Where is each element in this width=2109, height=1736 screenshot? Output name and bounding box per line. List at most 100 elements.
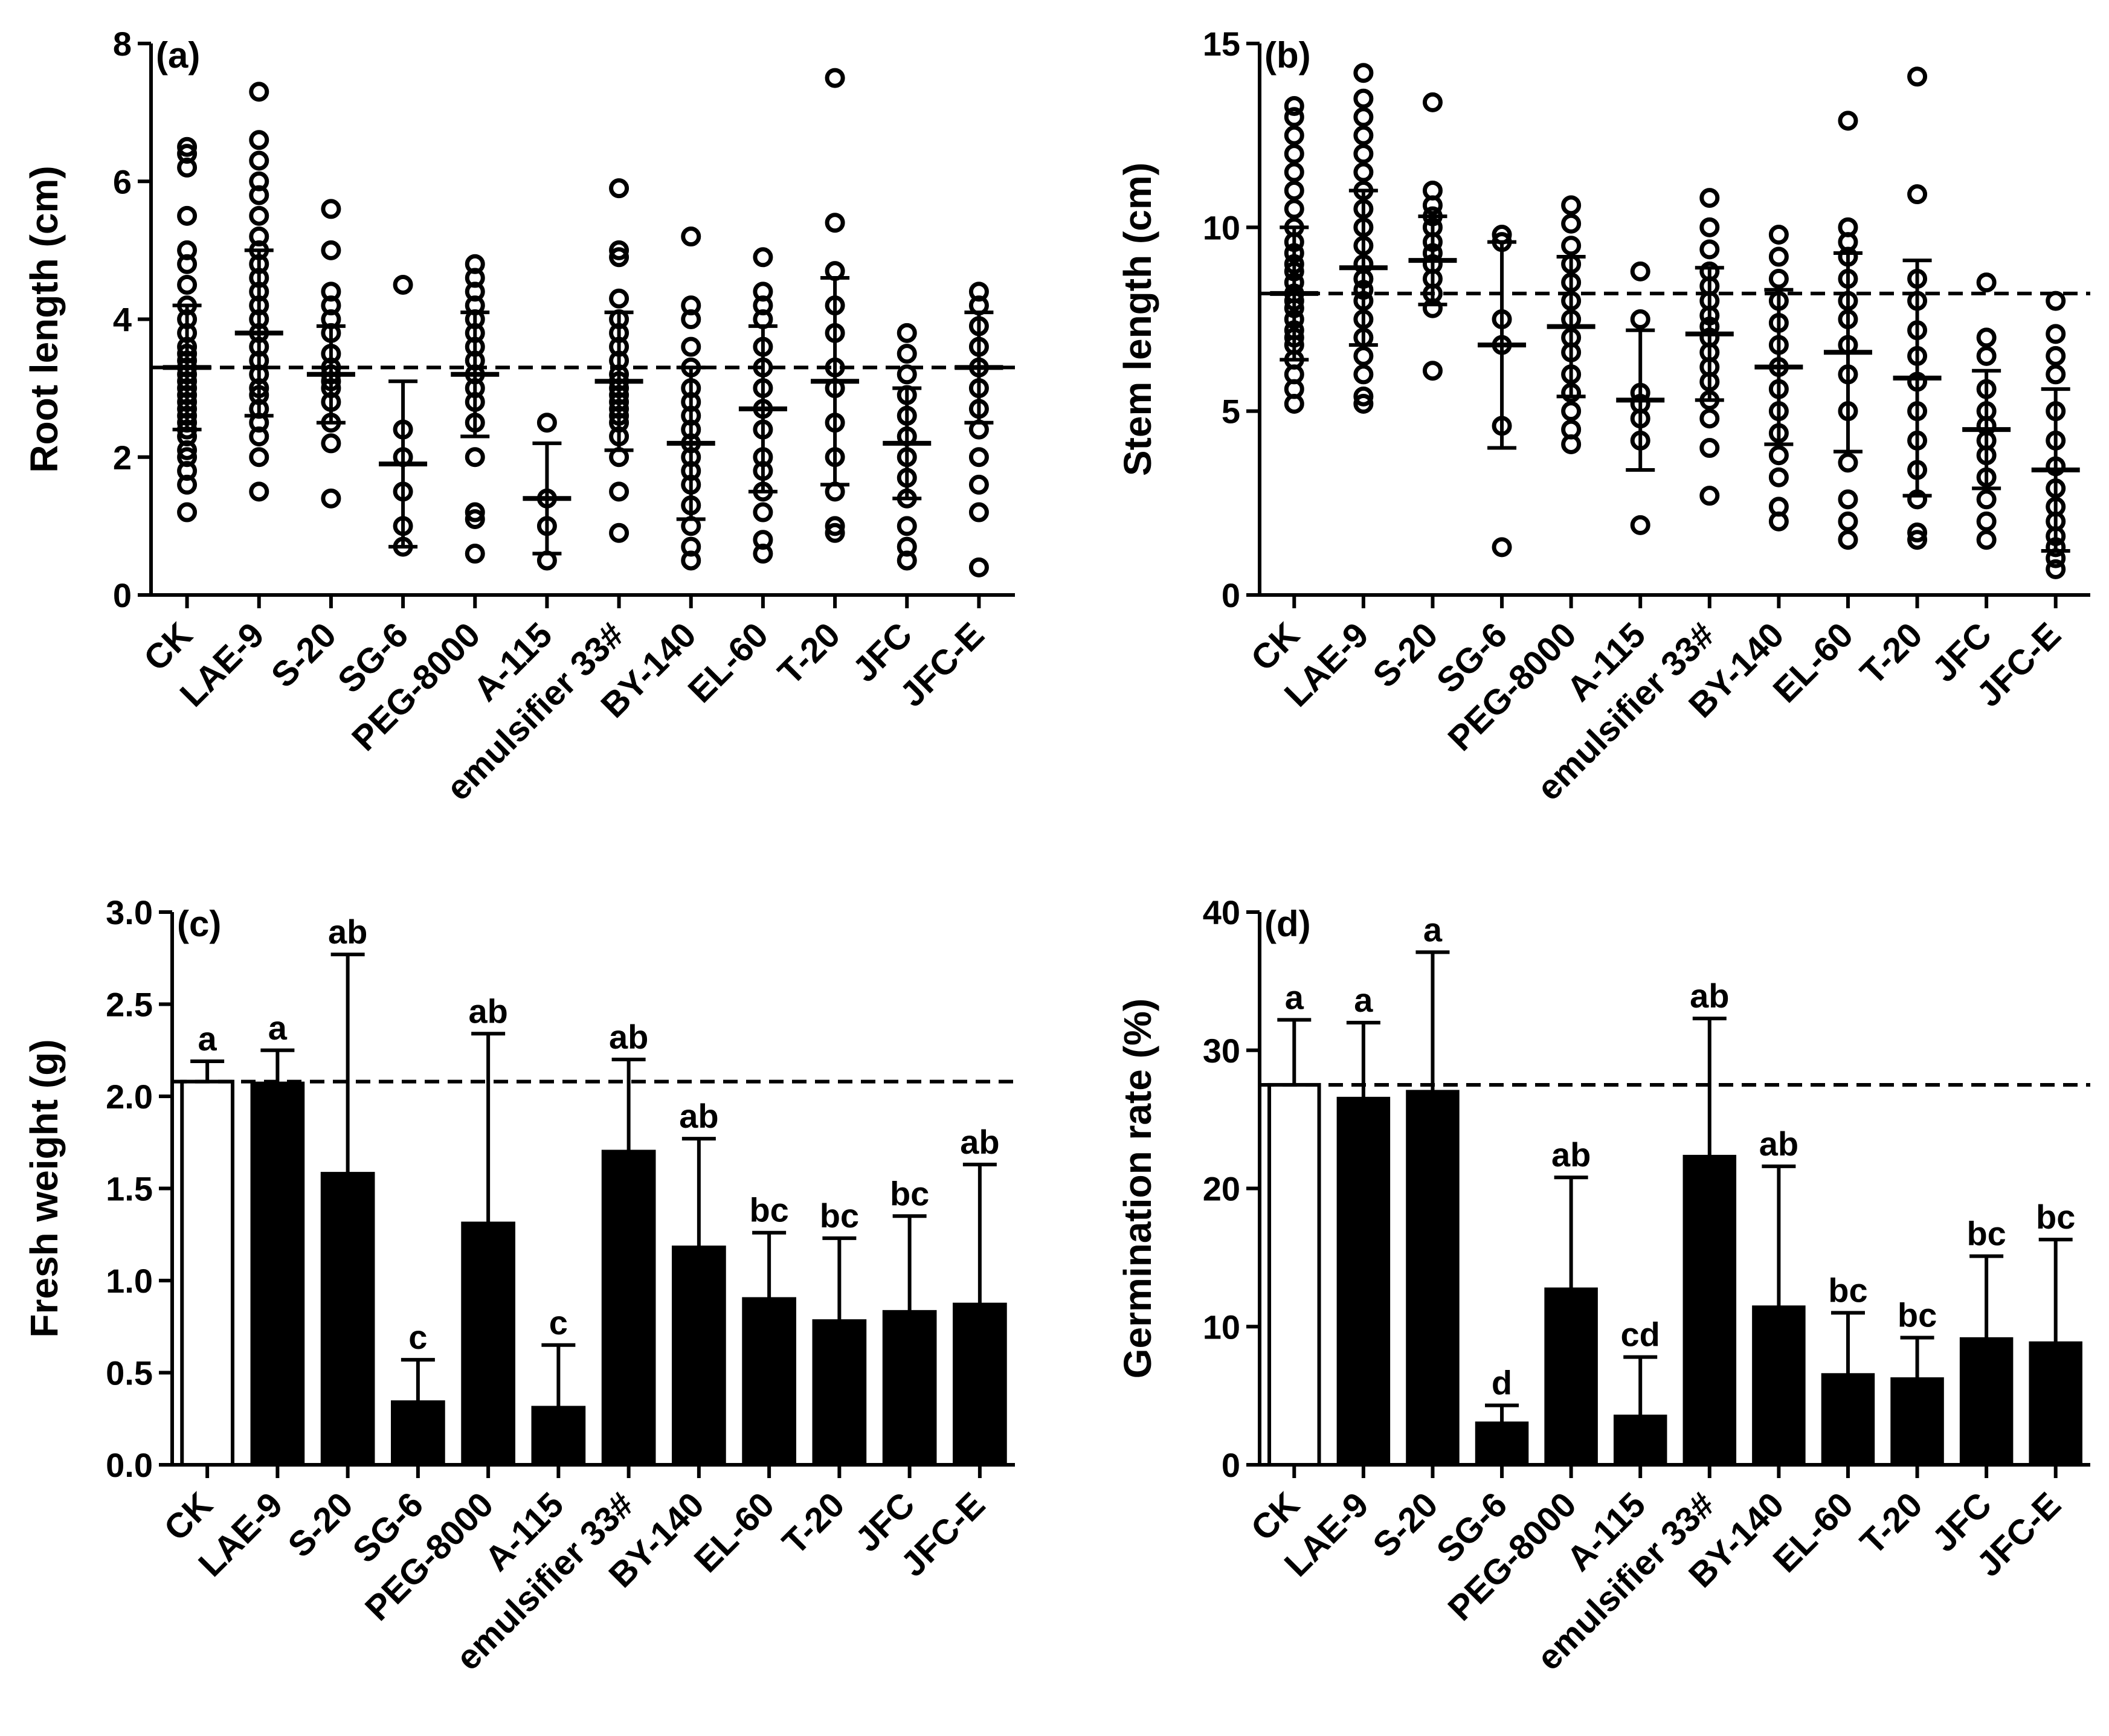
data-point: [249, 171, 269, 191]
significance-letter: bc: [890, 1174, 929, 1212]
significance-letter: ab: [1551, 1136, 1591, 1174]
x-tick-label: S-20: [1365, 1485, 1446, 1565]
data-point: [1768, 246, 1789, 267]
x-tick-label: EL-60: [1765, 615, 1861, 710]
significance-letter: ab: [468, 992, 507, 1030]
data-point: [1907, 66, 1928, 87]
data-point: [1353, 88, 1374, 109]
data-point: [1284, 199, 1304, 219]
data-point: [2046, 291, 2066, 311]
y-tick-label: 8: [113, 25, 132, 63]
data-point: [177, 447, 198, 468]
data-point: [609, 247, 629, 268]
x-tick-label: EL-60: [1765, 1485, 1861, 1580]
data-point: [1699, 239, 1720, 260]
bar: [1752, 1305, 1806, 1467]
data-point: [1284, 180, 1304, 201]
data-point: [968, 502, 989, 522]
data-point: [897, 536, 917, 557]
data-point: [249, 82, 269, 102]
data-point: [1561, 213, 1582, 234]
panel-label: (c): [177, 904, 221, 944]
data-point: [681, 295, 701, 316]
data-point: [177, 137, 198, 157]
data-point: [321, 488, 341, 509]
significance-letter: ab: [679, 1097, 718, 1135]
y-tick-label: 1.5: [106, 1170, 153, 1208]
data-point: [968, 474, 989, 495]
data-point: [249, 227, 269, 247]
bar: [391, 1400, 445, 1467]
bar: [1682, 1154, 1737, 1467]
data-point: [321, 240, 341, 260]
data-point: [681, 227, 701, 247]
data-point: [1768, 497, 1789, 517]
significance-letter: ab: [328, 913, 367, 951]
significance-letter: bc: [749, 1191, 788, 1229]
data-point: [321, 281, 341, 302]
data-point: [177, 240, 198, 260]
data-point: [1976, 346, 1997, 366]
data-point: [1976, 327, 1997, 348]
data-point: [393, 274, 413, 295]
bar: [1959, 1337, 2014, 1467]
y-axis-title: Root length (cm): [22, 166, 66, 472]
significance-letter: bc: [2036, 1198, 2075, 1236]
data-point: [1353, 125, 1374, 146]
significance-letter: ab: [1690, 977, 1729, 1015]
y-tick-label: 20: [1203, 1170, 1240, 1208]
significance-letter: bc: [1966, 1215, 2006, 1253]
data-point: [1699, 486, 1720, 506]
data-point: [1353, 63, 1374, 83]
significance-letter: ab: [609, 1018, 648, 1056]
data-point: [825, 516, 845, 536]
data-point: [1838, 511, 1858, 532]
data-point: [1630, 261, 1650, 281]
data-point: [968, 281, 989, 302]
significance-letter: a: [268, 1009, 288, 1047]
significance-letter: cd: [1621, 1316, 1660, 1354]
data-point: [465, 544, 485, 564]
significance-letter: bc: [1898, 1296, 1937, 1334]
y-tick-label: 15: [1203, 25, 1240, 63]
data-point: [1768, 225, 1789, 245]
y-tick-label: 2.0: [106, 1078, 153, 1116]
y-tick-label: 10: [1203, 1308, 1240, 1346]
data-point: [465, 447, 485, 468]
data-point: [1976, 511, 1997, 532]
data-point: [249, 205, 269, 226]
x-tick-label: T-20: [770, 615, 848, 692]
data-point: [1561, 195, 1582, 216]
bar: [1406, 1090, 1460, 1467]
data-point: [177, 144, 198, 164]
y-tick-label: 0: [1222, 1446, 1240, 1484]
bar: [601, 1149, 656, 1467]
y-tick-label: 10: [1203, 208, 1240, 246]
y-tick-label: 3.0: [106, 893, 153, 931]
data-point: [681, 536, 701, 557]
bar: [672, 1246, 726, 1467]
y-tick-label: 4: [113, 301, 132, 339]
data-point: [1561, 401, 1582, 422]
data-point: [1284, 95, 1304, 116]
data-point: [609, 481, 629, 502]
bar: [953, 1302, 1007, 1467]
data-point: [1561, 419, 1582, 440]
significance-letter: bc: [820, 1197, 859, 1235]
significance-letter: ab: [960, 1123, 999, 1161]
y-tick-label: 6: [113, 162, 132, 201]
data-point: [2046, 364, 2066, 385]
x-tick-label: S-20: [264, 615, 344, 695]
data-point: [753, 502, 773, 522]
bar: [1890, 1377, 1944, 1467]
y-axis-title: Fresh weight (g): [22, 1039, 66, 1337]
data-point: [1353, 346, 1374, 366]
data-point: [897, 364, 917, 385]
data-point: [825, 522, 845, 543]
data-point: [2046, 346, 2066, 366]
y-tick-label: 2.5: [106, 986, 153, 1024]
data-point: [1284, 107, 1304, 127]
data-point: [1838, 489, 1858, 510]
